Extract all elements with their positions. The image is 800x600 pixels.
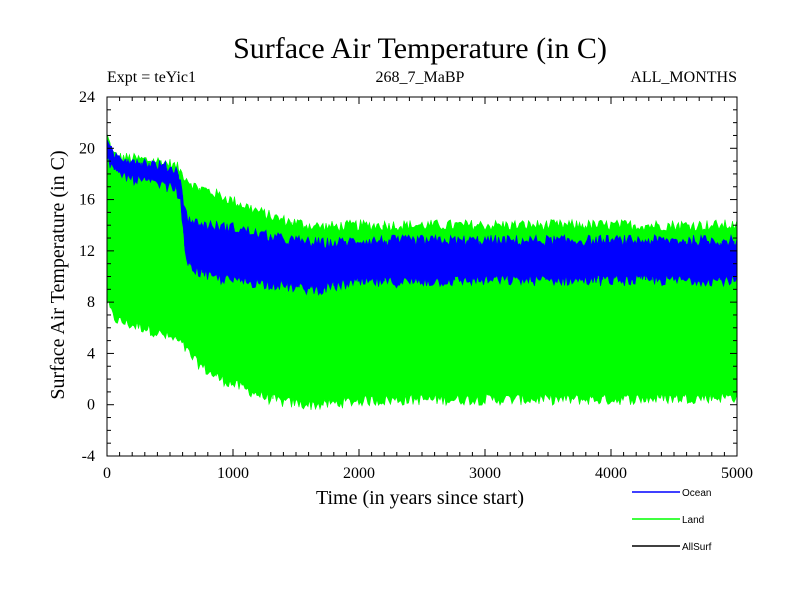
x-tick-label: 3000 bbox=[469, 465, 501, 482]
subtitle-experiment: Expt = teYic1 bbox=[107, 69, 196, 86]
legend-label-land: Land bbox=[682, 515, 704, 526]
x-tick-label: 5000 bbox=[721, 465, 753, 482]
y-tick-label: 4 bbox=[87, 345, 95, 362]
y-tick-label: 20 bbox=[79, 140, 95, 157]
x-tick-label: 4000 bbox=[595, 465, 627, 482]
x-axis-label: Time (in years since start) bbox=[316, 487, 524, 509]
chart-title: Surface Air Temperature (in C) bbox=[233, 32, 607, 65]
plot-data-area bbox=[106, 133, 738, 411]
y-tick-label: 12 bbox=[79, 243, 95, 260]
x-tick-label: 2000 bbox=[343, 465, 375, 482]
x-tick-label: 0 bbox=[103, 465, 111, 482]
y-tick-label: 0 bbox=[87, 397, 95, 414]
legend: Ocean Land AllSurf bbox=[632, 488, 712, 553]
subtitle-period: 268_7_MaBP bbox=[376, 69, 465, 86]
series-ocean-band bbox=[106, 138, 738, 296]
y-tick-label: 8 bbox=[87, 294, 95, 311]
axis-ticks: 0 1000 2000 3000 4000 5000 -4 0 4 8 12 16 20 24 bbox=[79, 89, 753, 482]
legend-label-ocean: Ocean bbox=[682, 488, 711, 499]
subtitle-months: ALL_MONTHS bbox=[630, 69, 737, 86]
y-tick-label: 24 bbox=[79, 89, 95, 106]
y-axis-label: Surface Air Temperature (in C) bbox=[47, 150, 69, 399]
x-tick-label: 1000 bbox=[217, 465, 249, 482]
legend-label-allsurf: AllSurf bbox=[682, 542, 712, 553]
y-tick-label: -4 bbox=[82, 448, 95, 465]
y-tick-label: 16 bbox=[79, 192, 95, 209]
